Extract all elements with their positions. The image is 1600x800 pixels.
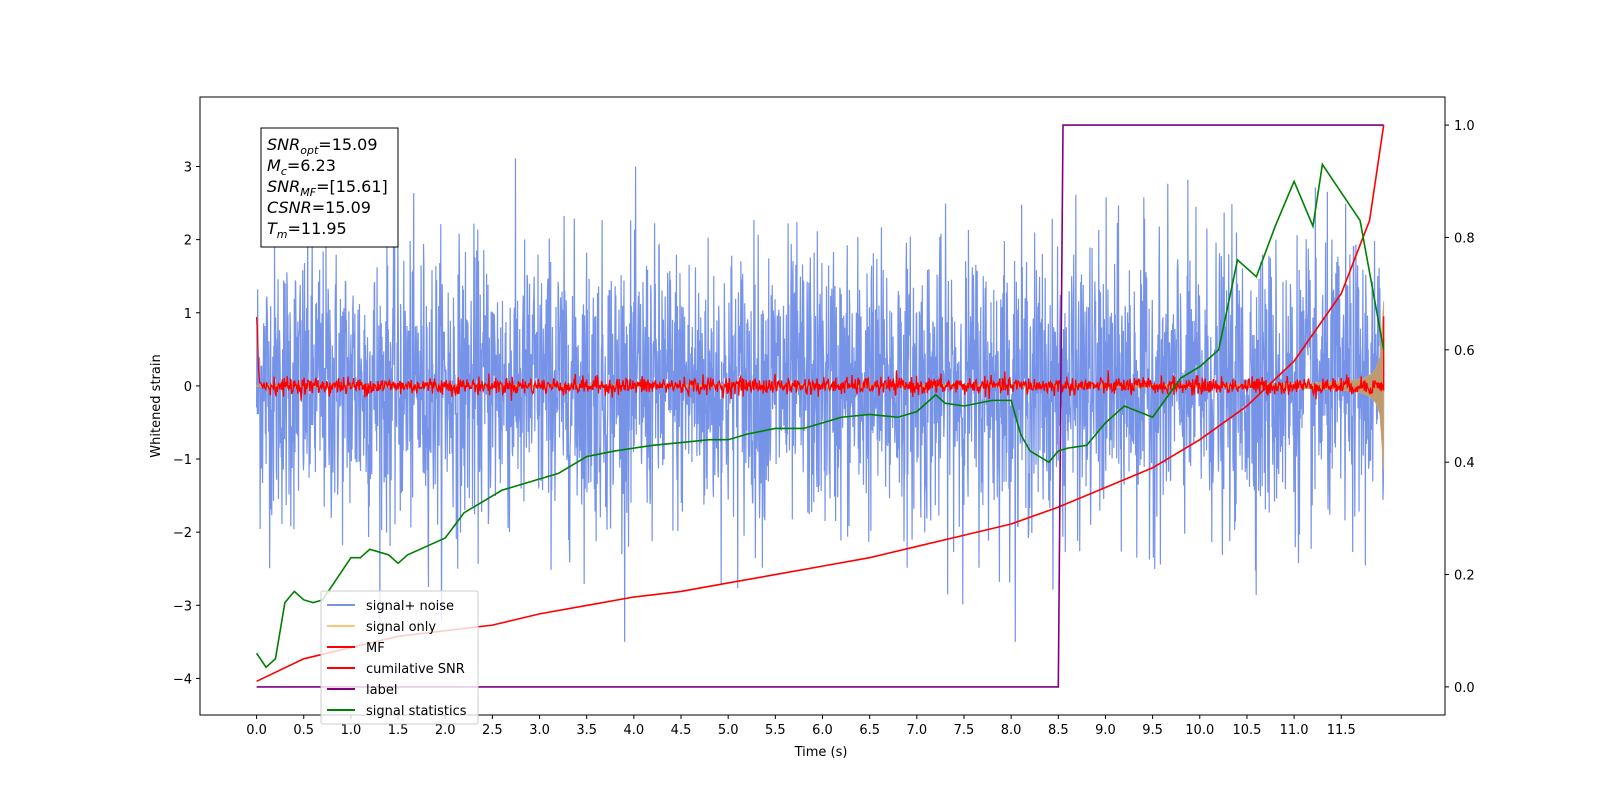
info-box-line: CSNR=15.09 bbox=[267, 198, 371, 217]
y-tick-label: 3 bbox=[184, 160, 192, 175]
y2-tick-label: 0.8 bbox=[1454, 231, 1475, 246]
series-label bbox=[256, 124, 1384, 688]
series-mf bbox=[255, 316, 1385, 401]
x-tick-label: 10.5 bbox=[1232, 723, 1261, 738]
x-tick-label: 6.0 bbox=[812, 723, 833, 738]
x-tick-label: 3.5 bbox=[576, 723, 597, 738]
x-tick-label: 8.0 bbox=[1001, 723, 1022, 738]
y2-tick-label: 0.0 bbox=[1454, 681, 1475, 696]
x-tick-label: 2.0 bbox=[435, 723, 456, 738]
x-tick-label: 7.5 bbox=[954, 723, 975, 738]
y2-tick-label: 0.6 bbox=[1454, 344, 1475, 359]
legend: signal+ noise signal only MF cumilative SNR… bbox=[320, 590, 479, 725]
x-tick-label: 6.5 bbox=[859, 723, 880, 738]
y-tick-label: −2 bbox=[173, 526, 192, 541]
x-tick-label: 9.0 bbox=[1095, 723, 1116, 738]
y-tick-label: 0 bbox=[184, 380, 192, 395]
legend-label: label bbox=[366, 683, 397, 698]
legend-frame bbox=[320, 590, 479, 725]
series-signal-plus-noise bbox=[255, 158, 1385, 642]
x-tick-label: 4.0 bbox=[624, 723, 645, 738]
axes-layer: 0.0 0.5 1.0 1.5 2.0 2.5 3.0 3.5 4.0 4.5 5.0 5.5 6.0 6… bbox=[173, 119, 1475, 738]
x-tick-label: 8.5 bbox=[1048, 723, 1069, 738]
x-tick-label: 10.0 bbox=[1185, 723, 1214, 738]
y-tick-label: −4 bbox=[173, 672, 192, 687]
info-box-line: SNRMF=[15.61] bbox=[267, 177, 388, 199]
x-axis-label: Time (s) bbox=[794, 745, 848, 760]
x-tick-label: 2.5 bbox=[482, 723, 503, 738]
info-box-line: SNRopt=15.09 bbox=[267, 135, 378, 157]
info-box: SNRopt=15.09Mc=6.23SNRMF=[15.61]CSNR=15.… bbox=[260, 127, 399, 248]
x-tick-label: 5.5 bbox=[765, 723, 786, 738]
legend-label: signal only bbox=[366, 620, 436, 635]
series-signal-statistics bbox=[255, 162, 1385, 669]
y-tick-label: 1 bbox=[184, 307, 192, 322]
legend-label: signal statistics bbox=[366, 704, 467, 719]
x-tick-label: 0.0 bbox=[246, 723, 267, 738]
x-tick-label: 11.5 bbox=[1327, 723, 1356, 738]
y-axis-label: Whitened strain bbox=[149, 354, 164, 457]
y2-tick-label: 0.4 bbox=[1454, 456, 1475, 471]
y-tick-label: −3 bbox=[173, 599, 192, 614]
x-tick-label: 5.0 bbox=[718, 723, 739, 738]
info-box-line: Mc=6.23 bbox=[267, 156, 336, 178]
x-tick-label: 9.5 bbox=[1142, 723, 1163, 738]
info-box-frame bbox=[260, 127, 399, 248]
x-tick-label: 0.5 bbox=[293, 723, 314, 738]
y2-tick-label: 0.2 bbox=[1454, 569, 1475, 584]
info-box-line: Tm=11.95 bbox=[267, 219, 347, 241]
x-tick-label: 3.0 bbox=[529, 723, 550, 738]
legend-label: cumilative SNR bbox=[366, 662, 465, 677]
x-tick-label: 1.5 bbox=[388, 723, 409, 738]
x-tick-label: 4.5 bbox=[671, 723, 692, 738]
y-tick-label: 2 bbox=[184, 234, 192, 249]
y-tick-label: −1 bbox=[173, 453, 192, 468]
legend-label: signal+ noise bbox=[366, 599, 454, 614]
x-tick-label: 7.0 bbox=[906, 723, 927, 738]
x-tick-label: 11.0 bbox=[1280, 723, 1309, 738]
x-tick-label: 1.0 bbox=[341, 723, 362, 738]
y2-tick-label: 1.0 bbox=[1454, 119, 1475, 134]
legend-label: MF bbox=[366, 641, 385, 656]
